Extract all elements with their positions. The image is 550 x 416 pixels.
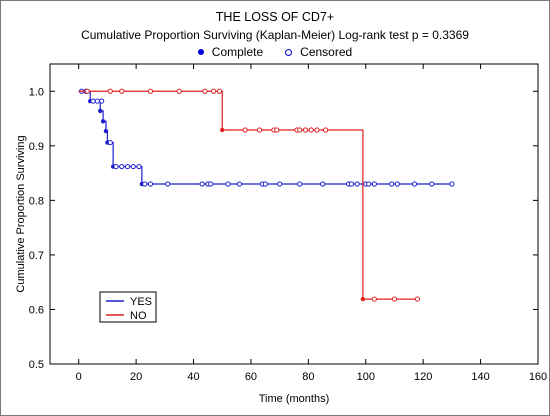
- censored-point-yes: [429, 181, 435, 187]
- censored-point-yes: [394, 181, 400, 187]
- censored-point-no: [202, 88, 208, 94]
- censored-point-no: [147, 88, 154, 94]
- censored-point-yes: [136, 163, 142, 170]
- censored-point-no: [107, 88, 113, 94]
- y-tick-label: 0.9: [29, 141, 44, 153]
- event-point-yes: [100, 119, 106, 124]
- y-tick-label: 0.6: [29, 304, 44, 316]
- censored-point-yes: [199, 181, 205, 187]
- censored-point-yes: [262, 181, 268, 187]
- x-tick-label: 20: [130, 371, 142, 383]
- censored-point-no: [256, 127, 263, 133]
- x-tick-label: 40: [187, 371, 199, 383]
- censored-point-no: [297, 127, 303, 133]
- censored-point-yes: [107, 139, 113, 146]
- y-tick-label: 0.5: [29, 359, 44, 371]
- series-legend-label-no: NO: [130, 310, 147, 322]
- censored-point-yes: [90, 98, 96, 104]
- censored-point-yes: [119, 163, 125, 170]
- x-tick-label: 0: [76, 371, 82, 383]
- censored-point-yes: [277, 181, 283, 187]
- series-legend-box: [99, 291, 157, 323]
- filled-dot-icon: [197, 49, 204, 55]
- x-tick-label: 80: [302, 371, 314, 383]
- event-point-yes: [103, 128, 109, 134]
- censored-point-yes: [94, 98, 100, 104]
- marker-legend: Complete Censored: [0, 45, 550, 59]
- censored-point-yes: [366, 181, 372, 187]
- x-axis-label: Time (months): [259, 393, 330, 405]
- censored-point-yes: [124, 163, 131, 170]
- censored-point-no: [322, 127, 329, 133]
- censored-point-yes: [371, 181, 377, 187]
- censored-point-no: [371, 296, 377, 302]
- marker-legend-censored: Censored: [285, 45, 352, 59]
- event-point-yes: [98, 108, 103, 114]
- censored-point-no: [119, 88, 125, 94]
- censored-point-yes: [348, 181, 355, 187]
- censored-point-yes: [113, 163, 119, 170]
- censored-point-no: [211, 88, 217, 94]
- y-tick-label: 1.0: [29, 86, 44, 98]
- censored-point-yes: [449, 181, 455, 187]
- censored-point-yes: [99, 98, 105, 104]
- event-point-no: [220, 127, 225, 133]
- marker-legend-censored-label: Censored: [300, 45, 353, 59]
- censored-point-no: [314, 127, 320, 133]
- censored-point-yes: [225, 181, 231, 187]
- event-point-no: [360, 296, 366, 302]
- censored-point-no: [414, 296, 421, 302]
- censored-point-yes: [320, 181, 326, 187]
- x-tick-label: 140: [471, 371, 489, 383]
- censored-point-yes: [411, 181, 418, 187]
- censored-point-no: [216, 88, 222, 94]
- censored-point-no: [274, 127, 280, 133]
- marker-legend-complete-label: Complete: [211, 45, 264, 59]
- y-tick-label: 0.7: [29, 250, 44, 262]
- x-tick-label: 60: [245, 371, 257, 383]
- censored-point-yes: [165, 181, 171, 187]
- x-tick-label: 120: [414, 371, 432, 383]
- y-axis-label: Cumulative Proportion Surviving: [15, 135, 27, 292]
- censored-point-yes: [297, 181, 303, 187]
- x-tick-label: 160: [529, 371, 547, 383]
- censored-point-yes: [142, 181, 148, 187]
- censored-point-no: [302, 127, 309, 133]
- censored-point-no: [176, 88, 182, 94]
- censored-point-no: [242, 127, 248, 133]
- censored-point-no: [308, 127, 314, 133]
- censored-point-yes: [130, 163, 136, 170]
- censored-point-yes: [389, 181, 395, 187]
- open-dot-icon: [285, 48, 293, 56]
- series-legend-label-yes: YES: [130, 296, 152, 308]
- censored-point-no: [391, 296, 398, 302]
- x-tick-label: 100: [357, 371, 375, 383]
- chart-title: THE LOSS OF CD7+: [215, 10, 335, 24]
- censored-point-no: [84, 88, 90, 94]
- censored-point-yes: [354, 181, 360, 187]
- censored-point-yes: [236, 181, 243, 187]
- y-tick-label: 0.8: [29, 195, 44, 207]
- chart-subtitle: Cumulative Proportion Surviving (Kaplan-…: [81, 28, 469, 42]
- censored-point-yes: [208, 181, 214, 187]
- marker-legend-complete: Complete: [197, 45, 264, 59]
- censored-point-yes: [147, 181, 154, 187]
